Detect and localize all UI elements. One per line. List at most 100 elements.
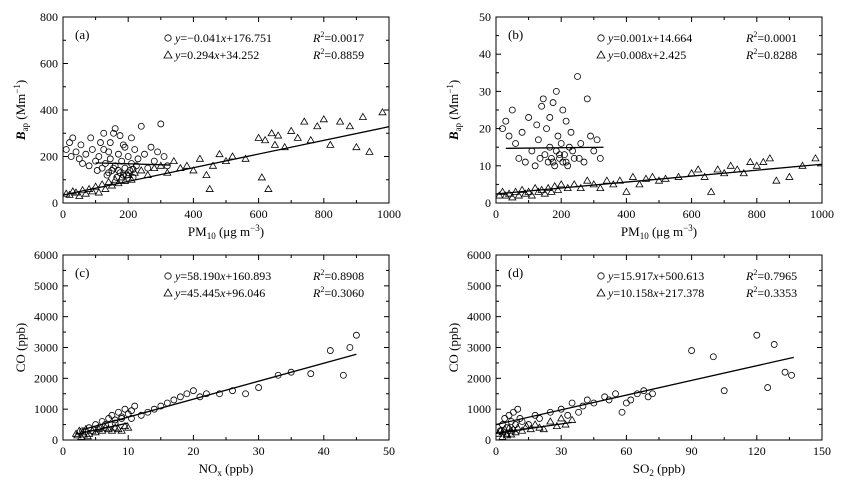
legend-equation: y=10.158x+217.378 [607, 286, 704, 300]
data-point-triangle [104, 424, 113, 433]
data-point-triangle [117, 173, 126, 181]
data-point-triangle [189, 166, 198, 174]
y-tick-label: 800 [40, 10, 58, 24]
data-point-triangle [534, 187, 543, 195]
data-point-triangle [589, 180, 598, 188]
data-point-circle [574, 73, 581, 80]
data-point-triangle [94, 188, 104, 196]
x-tick-label: 0 [493, 444, 499, 458]
x-tick-label: 120 [748, 444, 766, 458]
y-tick-label: 6000 [467, 248, 491, 262]
data-point-triangle [319, 115, 328, 123]
data-point-circle [131, 402, 139, 410]
x-tick-label: 90 [686, 444, 698, 458]
data-point-circle [134, 155, 142, 163]
data-point-triangle [264, 184, 273, 192]
data-point-circle [128, 407, 135, 415]
legend-circle-icon [597, 272, 605, 280]
data-point-triangle [117, 426, 126, 434]
data-point-circle [79, 160, 86, 167]
data-point-circle [546, 114, 554, 121]
data-layer [63, 108, 389, 199]
y-tick-label: 5000 [467, 279, 491, 293]
legend-equation: y=15.917x+500.613 [607, 269, 704, 283]
data-layer [496, 331, 795, 440]
data-point-circle [720, 387, 728, 395]
data-point-circle [176, 393, 184, 401]
y-tick-label: 2000 [34, 371, 58, 385]
data-point-triangle [557, 180, 566, 188]
data-point-circle [552, 147, 560, 155]
data-point-circle [95, 153, 103, 160]
data-point-triangle [124, 423, 133, 431]
data-point-circle [128, 134, 135, 142]
y-tick-label: 50 [479, 10, 491, 24]
data-point-circle [562, 117, 570, 125]
data-point-circle [75, 155, 83, 163]
data-point-circle [539, 95, 547, 103]
data-point-circle [612, 390, 619, 398]
data-point-circle [307, 370, 315, 378]
data-point-circle [551, 162, 559, 170]
data-point-circle [709, 353, 717, 361]
data-point-circle [596, 154, 604, 162]
data-point-circle [121, 405, 129, 413]
data-point-circle [123, 171, 130, 179]
data-point-circle [536, 415, 543, 422]
y-axis-title: CO (ppb) [13, 323, 28, 372]
data-point-circle [98, 164, 106, 172]
data-point-triangle [358, 112, 368, 120]
data-point-circle [548, 154, 555, 162]
data-point-circle [541, 151, 549, 159]
data-point-triangle [241, 154, 250, 162]
data-point-triangle [693, 165, 703, 173]
data-point-circle [110, 129, 117, 137]
data-point-triangle [746, 157, 755, 165]
fit-line [505, 146, 604, 149]
data-point-circle [514, 405, 522, 413]
legend-triangle-icon [163, 288, 173, 297]
data-point-circle [69, 134, 77, 142]
panel-label: (c) [75, 265, 89, 280]
data-point-circle [97, 139, 104, 146]
data-point-triangle [75, 191, 84, 199]
data-point-circle [781, 368, 789, 376]
data-point-triangle [583, 176, 592, 184]
data-point-triangle [345, 121, 355, 130]
data-point-circle [137, 122, 145, 130]
data-point-triangle [77, 432, 86, 440]
data-point-circle [77, 141, 85, 149]
data-point-circle [770, 341, 778, 348]
data-point-triangle [73, 431, 82, 439]
x-tick-label: 200 [119, 207, 137, 221]
legend-equation: y=0.001x+14.664 [607, 31, 692, 45]
data-point-circle [570, 154, 578, 162]
data-point-circle [764, 384, 772, 391]
y-tick-label: 6000 [34, 248, 58, 262]
data-point-circle [157, 402, 165, 410]
data-point-circle [549, 158, 557, 166]
data-point-circle [536, 154, 544, 162]
data-point-triangle [120, 176, 130, 184]
y-tick-label: 3000 [34, 341, 58, 355]
data-point-triangle [202, 170, 211, 178]
data-point-triangle [293, 133, 302, 141]
data-point-triangle [205, 184, 214, 192]
data-point-circle [501, 415, 509, 422]
data-point-circle [623, 399, 630, 407]
data-point-triangle [498, 187, 507, 195]
data-point-circle [564, 162, 572, 170]
data-point-circle [564, 411, 572, 419]
data-point-circle [105, 169, 113, 177]
data-point-circle [131, 146, 139, 153]
data-point-triangle [215, 149, 224, 158]
y-tick-label: 1000 [34, 402, 58, 416]
data-layer [496, 73, 822, 201]
y-tick-label: 0 [485, 433, 491, 447]
fit-line [496, 163, 822, 195]
y-axis-title: CO (ppb) [446, 323, 461, 372]
fit-line [82, 353, 357, 431]
data-point-circle [557, 140, 565, 147]
x-tick-label: 800 [315, 207, 333, 221]
data-point-triangle [254, 133, 263, 141]
